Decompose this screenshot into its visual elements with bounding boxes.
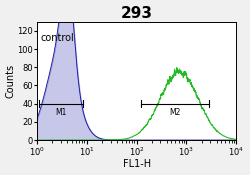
Y-axis label: Counts: Counts bbox=[6, 64, 16, 98]
X-axis label: FL1-H: FL1-H bbox=[122, 159, 151, 169]
Text: M2: M2 bbox=[169, 108, 180, 117]
Title: 293: 293 bbox=[120, 6, 152, 20]
Text: M1: M1 bbox=[55, 108, 67, 117]
Text: control: control bbox=[41, 33, 74, 43]
